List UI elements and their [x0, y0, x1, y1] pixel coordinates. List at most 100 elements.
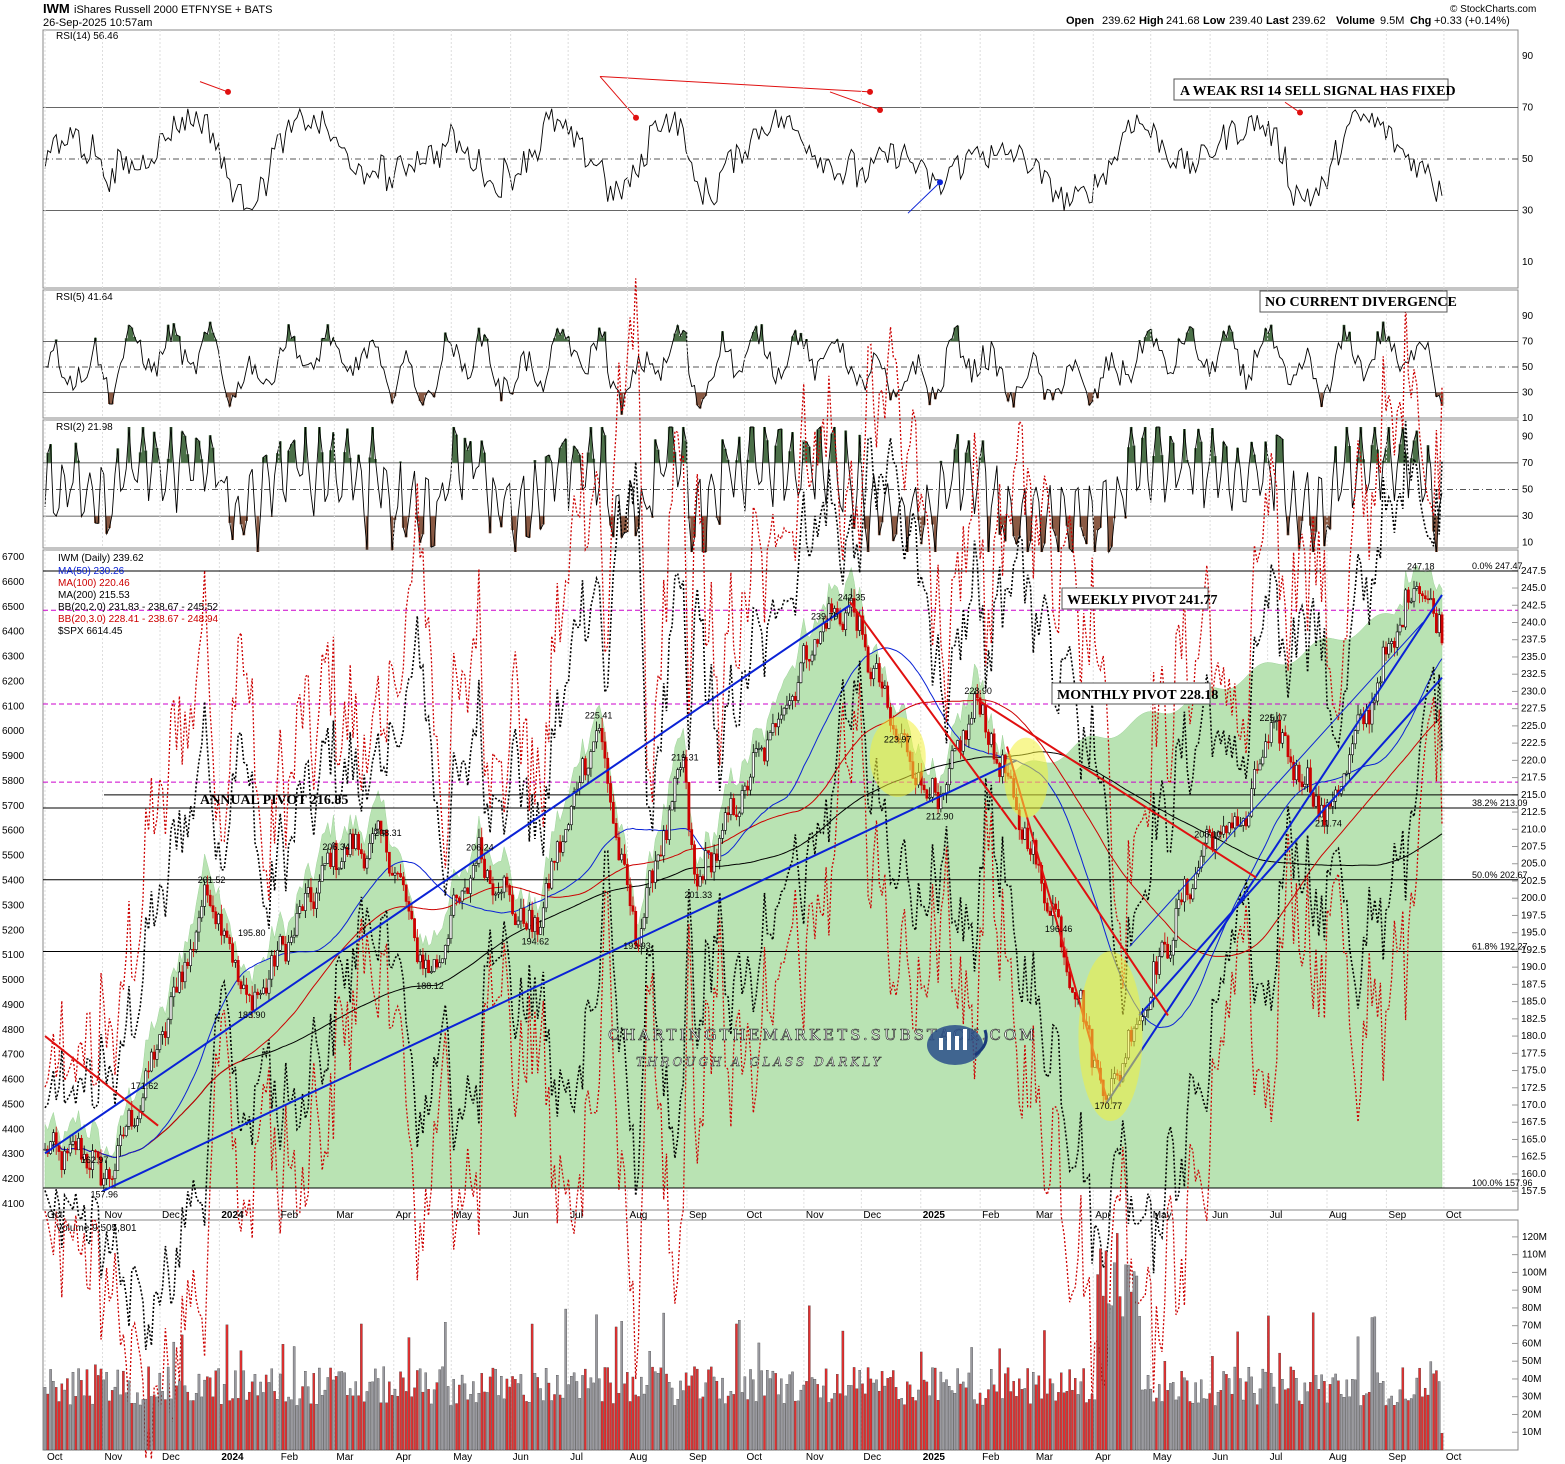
volume-bar	[928, 1395, 931, 1451]
volume-bar	[822, 1385, 825, 1451]
candle-body	[533, 917, 537, 932]
candle-body	[130, 1109, 134, 1127]
volume-bar	[603, 1367, 607, 1451]
volume-bar	[122, 1370, 125, 1451]
volume-bar	[668, 1382, 671, 1451]
volume-bar	[262, 1392, 265, 1451]
legend-ma50: MA(50) 230.26	[58, 566, 125, 577]
volume-bar	[480, 1373, 483, 1451]
rsi14-divergence-head-0	[867, 88, 873, 95]
candle-body	[88, 1167, 92, 1170]
candle-body	[981, 704, 985, 715]
candle-body	[1143, 1009, 1147, 1017]
x-axis-tick-10: Aug	[630, 1210, 648, 1221]
volume-bar	[1351, 1379, 1354, 1451]
volume-bar	[82, 1395, 86, 1451]
volume-bar	[743, 1376, 747, 1451]
left-axis-tick-13: 5400	[2, 876, 25, 887]
volume-bar	[763, 1395, 766, 1451]
volume-bar	[799, 1389, 803, 1451]
volume-bar	[105, 1372, 108, 1451]
candle-body	[205, 884, 209, 896]
volume-bar	[592, 1382, 595, 1451]
volume-bar	[1216, 1392, 1220, 1451]
candle-body	[950, 750, 954, 769]
volume-bar	[281, 1344, 285, 1451]
volume-bar	[1334, 1373, 1337, 1451]
volume-bar	[642, 1393, 646, 1451]
volume-bar	[1398, 1389, 1402, 1451]
volume-bar	[379, 1402, 383, 1451]
vol-x-axis-tick-12: Oct	[746, 1452, 762, 1463]
candle-body	[438, 962, 442, 968]
symbol-text: IWM	[43, 1, 70, 16]
candle-body	[312, 901, 316, 909]
candle-body	[886, 685, 890, 708]
x-axis-tick-22: Aug	[1329, 1210, 1347, 1221]
volume-bar	[950, 1390, 954, 1451]
volume-bar	[875, 1379, 878, 1451]
rsi14-divergence-4	[199, 81, 229, 93]
candle-body	[471, 865, 475, 879]
volume-bar	[214, 1370, 218, 1451]
candle-body	[1068, 971, 1072, 988]
candle-body	[441, 958, 444, 964]
volume-bar	[206, 1376, 209, 1451]
volume-bar	[617, 1393, 621, 1451]
right-axis-tick-17: 205.0	[1521, 859, 1546, 870]
candle-body	[1426, 598, 1430, 601]
candle-body	[149, 1051, 153, 1072]
left-axis-tick-17: 5000	[2, 975, 25, 986]
candle-body	[231, 943, 234, 963]
right-axis-tick-28: 177.5	[1521, 1048, 1546, 1059]
watermark-line2: THROUGH A GLASS DARKLY	[636, 1055, 883, 1069]
volume-bar	[180, 1334, 184, 1451]
volume-bar	[418, 1368, 422, 1451]
candle-body	[175, 986, 178, 993]
candle-body	[1309, 767, 1312, 793]
volume-bar	[494, 1368, 497, 1451]
candle-body	[1185, 878, 1189, 896]
volume-bar	[1303, 1382, 1307, 1451]
candle-body	[284, 943, 288, 962]
candle-body	[513, 913, 517, 926]
volume-bar	[208, 1377, 212, 1451]
volume-bar	[673, 1405, 677, 1451]
volume-bar	[1306, 1391, 1309, 1451]
candle-body	[625, 864, 629, 886]
price-label-12: 208.31	[374, 828, 402, 838]
volume-axis-tick-10: 20M	[1522, 1409, 1541, 1420]
volume-bar	[1356, 1336, 1360, 1451]
candle-body	[1292, 761, 1296, 781]
candle-body	[1247, 815, 1251, 827]
volume-bar	[609, 1382, 612, 1451]
rsi5-label: RSI(5) 41.64	[56, 292, 113, 303]
volume-bar	[346, 1395, 349, 1451]
volume-bar	[981, 1404, 985, 1451]
candle-body	[79, 1137, 83, 1160]
volume-bar	[113, 1386, 117, 1451]
volume-bar	[1409, 1398, 1413, 1451]
volume-bar	[416, 1370, 419, 1451]
candle-body	[875, 663, 878, 669]
rsi14-level-label-3: 30	[1522, 206, 1534, 217]
volume-bar	[96, 1375, 100, 1451]
last-value: 239.62	[1292, 15, 1326, 27]
volume-bar	[1124, 1264, 1127, 1451]
candle-body	[494, 893, 498, 896]
candle-body	[418, 954, 422, 963]
rsi14-annotation-box: A WEAK RSI 14 SELL SIGNAL HAS FIXED	[1173, 78, 1456, 101]
volume-bar	[1275, 1403, 1279, 1451]
volume-bar	[245, 1399, 248, 1451]
candle-body	[63, 1150, 66, 1170]
candle-body	[295, 913, 299, 936]
volume-bar	[444, 1322, 447, 1451]
candle-body	[121, 1134, 125, 1137]
candle-body	[583, 758, 587, 776]
volume-bar	[469, 1394, 472, 1451]
candle-body	[791, 696, 794, 701]
volume-bar	[99, 1368, 103, 1451]
candle-body	[273, 955, 276, 967]
price-label-9: 211.74	[1315, 819, 1342, 829]
vol-x-axis-tick-23: Sep	[1388, 1452, 1406, 1463]
